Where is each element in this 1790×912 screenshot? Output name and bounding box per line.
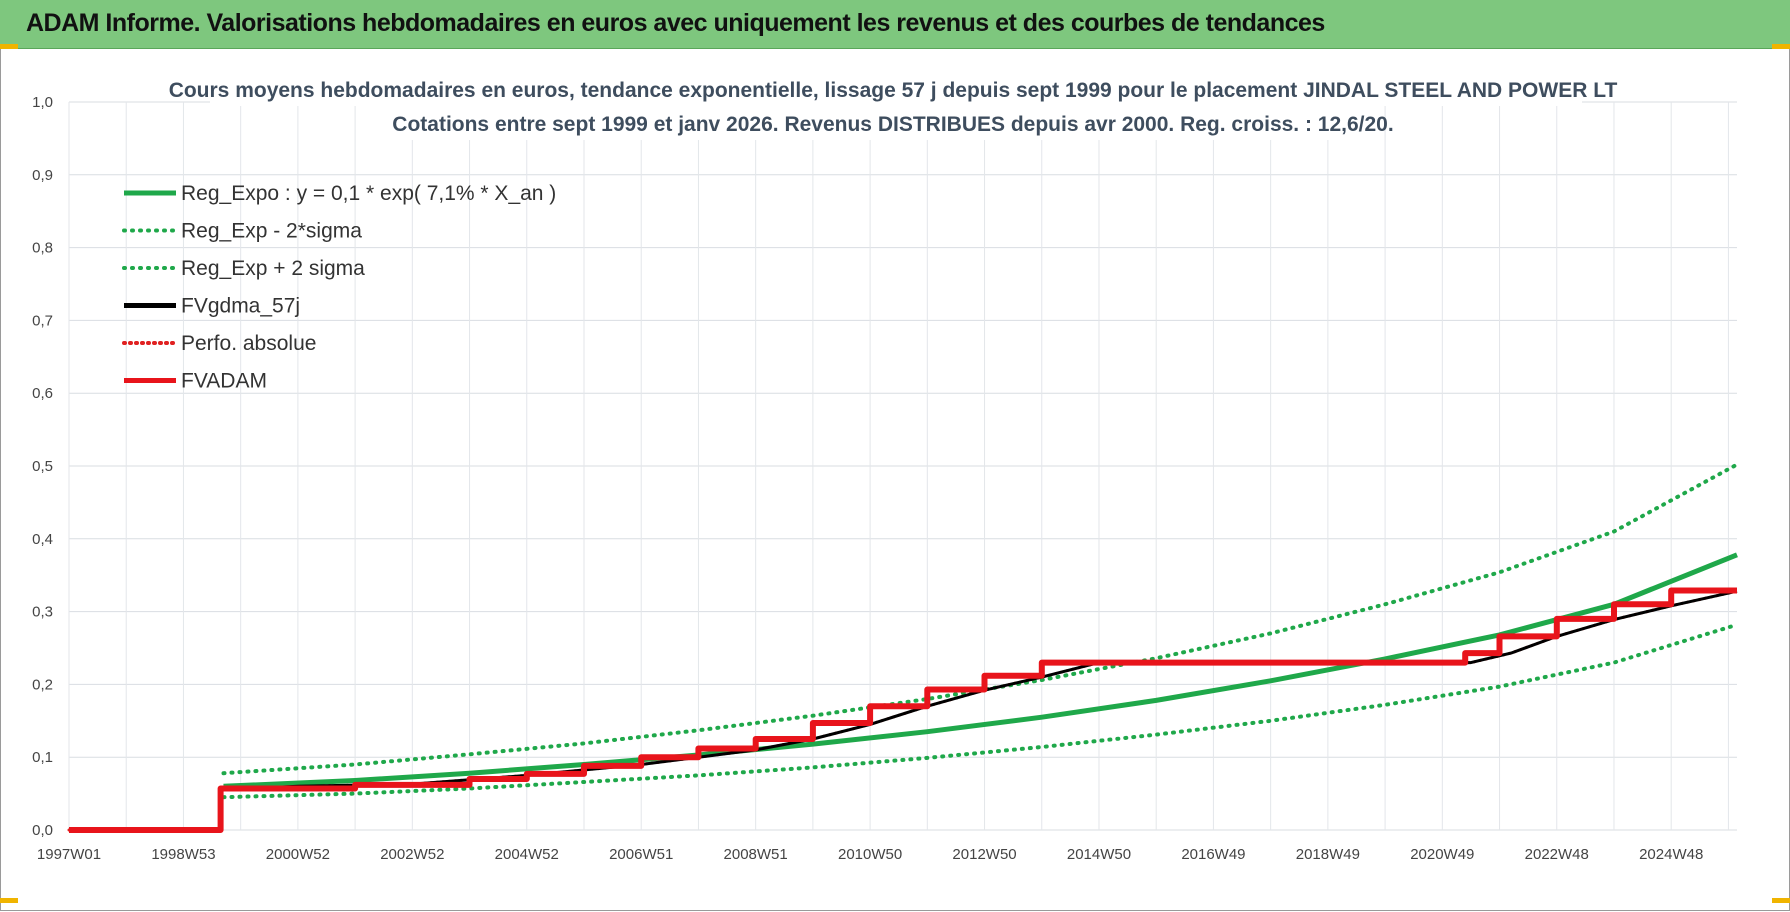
legend-label: FVgdma_57j [181, 295, 300, 318]
x-tick-label: 2000W52 [266, 846, 330, 863]
series-line [69, 587, 1737, 833]
subtitle-background [410, 106, 1380, 140]
corner-marker-top-left [0, 44, 18, 49]
x-tick-label: 2006W51 [609, 846, 673, 863]
chart-title: Cours moyens hebdomadaires en euros, ten… [169, 79, 1618, 102]
header-banner: ADAM Informe. Valorisations hebdomadaire… [0, 0, 1790, 49]
y-tick-label: 0,8 [32, 240, 53, 257]
series-group [67, 462, 1739, 833]
x-tick-label: 2024W48 [1639, 846, 1703, 863]
y-axis-ticks: 0,0 0,1 0,2 0,3 0,4 0,5 0,6 0,7 0,8 0,9 1,0 [32, 94, 53, 839]
x-tick-label: 2014W50 [1067, 846, 1131, 863]
corner-marker-top-right [1772, 44, 1790, 49]
x-tick-label: 2018W49 [1296, 846, 1360, 863]
grid [68, 101, 1737, 831]
y-tick-label: 0,6 [32, 385, 53, 402]
series-line [223, 552, 1738, 789]
corner-marker-bottom-right [1772, 898, 1790, 903]
y-tick-label: 0,4 [32, 531, 53, 548]
y-tick-label: 0,2 [32, 676, 53, 693]
y-tick-label: 0,3 [32, 604, 53, 621]
series-line [221, 462, 1739, 776]
x-tick-label: 2002W52 [380, 846, 444, 863]
legend-label: Reg_Expo : y = 0,1 * exp( 7,1% * X_an ) [181, 182, 556, 205]
x-tick-label: 1997W01 [37, 846, 101, 863]
series-line [221, 622, 1739, 800]
y-tick-label: 0,1 [32, 749, 53, 766]
chart-subtitle: Cotations entre sept 1999 et janv 2026. … [392, 113, 1393, 136]
legend-label: Reg_Exp - 2*sigma [181, 220, 362, 243]
x-tick-label: 2016W49 [1181, 846, 1245, 863]
x-tick-label: 2010W50 [838, 846, 902, 863]
y-tick-label: 0,9 [32, 167, 53, 184]
page-title: ADAM Informe. Valorisations hebdomadaire… [26, 9, 1325, 37]
x-axis-ticks: 1997W01 1998W53 2000W52 2002W52 2004W52 2006W… [37, 846, 1703, 863]
y-tick-label: 0,5 [32, 458, 53, 475]
x-tick-label: 1998W53 [151, 846, 215, 863]
y-tick-label: 0,7 [32, 312, 53, 329]
legend: Reg_Expo : y = 0,1 * exp( 7,1% * X_an ) R… [122, 182, 556, 393]
legend-label: FVADAM [181, 370, 267, 393]
x-tick-label: 2008W51 [724, 846, 788, 863]
x-tick-label: 2020W49 [1410, 846, 1474, 863]
corner-marker-bottom-left [0, 898, 18, 903]
x-tick-label: 2022W48 [1525, 846, 1589, 863]
x-tick-label: 2004W52 [495, 846, 559, 863]
y-tick-label: 1,0 [32, 94, 53, 111]
x-tick-label: 2012W50 [952, 846, 1016, 863]
title-background [210, 72, 1582, 106]
y-tick-label: 0,0 [32, 822, 53, 839]
legend-label: Perfo. absolue [181, 332, 316, 355]
legend-label: Reg_Exp + 2 sigma [181, 257, 365, 280]
